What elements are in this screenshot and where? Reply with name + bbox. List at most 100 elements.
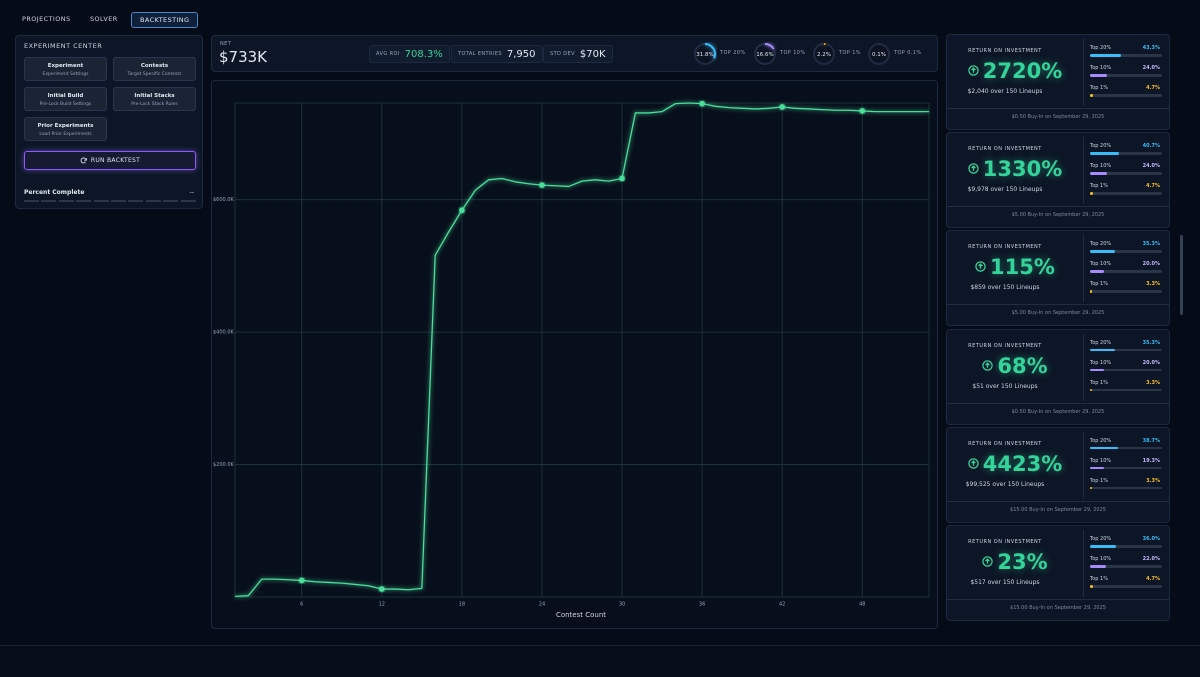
bar-label: Top 1% — [1090, 85, 1108, 91]
progress-segment — [180, 200, 196, 202]
roi-card[interactable]: RETURN ON INVESTMENT 2720% $2,040 over 150… — [946, 34, 1170, 130]
bar-fill — [1090, 545, 1116, 548]
ring-arc — [694, 43, 716, 65]
bar-value: 20.0% — [1142, 261, 1160, 268]
metric-label: AVG ROI — [376, 51, 400, 57]
bar-value: 43.3% — [1142, 45, 1160, 51]
settings-button[interactable]: Prior Experiments Load Prior Experiments — [24, 117, 107, 141]
divider — [1083, 333, 1084, 401]
point-marker — [859, 108, 866, 114]
roi-row: 4423% — [947, 452, 1083, 476]
bar-value: 38.7% — [1142, 437, 1160, 444]
footer-bar — [0, 645, 1200, 677]
divider — [947, 108, 1169, 109]
bar-fill — [1090, 172, 1108, 175]
bar-label: Top 1% — [1090, 477, 1108, 484]
card-summary: $99,525 over 150 Lineups — [965, 480, 1045, 488]
roi-card[interactable]: RETURN ON INVESTMENT 4423% $99,525 over 15… — [946, 426, 1170, 523]
bar-track — [1090, 94, 1162, 97]
x-axis-label: Contest Count — [556, 611, 606, 619]
point-marker — [779, 104, 785, 110]
ring: 16.6% — [754, 43, 776, 65]
progress-segment — [58, 200, 74, 202]
card-footer: $5.00 Buy-In on September 29, 2025 — [1011, 310, 1105, 317]
roi-card[interactable]: RETURN ON INVESTMENT 1330% $9,978 over 150… — [946, 132, 1170, 229]
x-tick-label: 24 — [539, 602, 545, 608]
net-label: NET — [220, 41, 232, 47]
bar-value: 35.3% — [1142, 241, 1160, 248]
nav-tab[interactable]: BACKTESTING — [131, 12, 199, 28]
divider — [1083, 235, 1084, 303]
x-tick-label: 30 — [619, 602, 625, 608]
metric-box: AVG ROI 708.3% — [369, 45, 450, 63]
chart-panel: Contest Count $200.0K $400.0K $600.0K 6 12 18… — [211, 80, 938, 629]
ring-arc — [868, 43, 890, 65]
card-summary: $2,040 over 150 Lineups — [967, 88, 1043, 95]
y-tick-label: $400.0K — [213, 330, 234, 336]
x-tick-label: 12 — [379, 602, 385, 608]
card-summary: $517 over 150 Lineups — [970, 579, 1040, 586]
bar-fill — [1090, 94, 1094, 97]
bar-track — [1090, 446, 1162, 450]
bar-label: Top 10% — [1090, 261, 1112, 268]
settings-button[interactable]: Initial Stacks Pre-Lock Stack Rules — [113, 87, 196, 111]
up-icon — [975, 261, 986, 273]
progress-segment — [93, 200, 109, 202]
bar-label: Top 20% — [1090, 536, 1112, 542]
bar-track — [1090, 270, 1162, 273]
card-summary: $51 over 150 Lineups — [972, 382, 1038, 390]
bar-track — [1090, 348, 1162, 352]
metric-box: TOTAL ENTRIES 7,950 — [451, 45, 543, 63]
bar-value: 4.7% — [1146, 576, 1160, 582]
settings-button[interactable]: Experiment Experiment Settings — [24, 57, 107, 81]
run-backtest-button[interactable]: RUN BACKTEST — [24, 151, 196, 170]
point-marker — [619, 175, 625, 182]
nav-tab[interactable]: PROJECTIONS — [22, 15, 71, 23]
settings-button[interactable]: Initial Build Pre-Lock Build Settings — [24, 87, 107, 111]
x-tick-label: 48 — [859, 602, 865, 608]
bar-label: Top 1% — [1090, 576, 1108, 582]
refresh-icon — [80, 157, 87, 164]
net-value: $733K — [219, 48, 268, 66]
up-icon — [968, 65, 979, 76]
nav-tab[interactable]: SOLVER — [90, 15, 118, 23]
point-marker — [379, 586, 385, 592]
x-tick-label: 42 — [779, 602, 785, 608]
ring-value: 2.2% — [817, 52, 831, 58]
divider — [947, 304, 1169, 306]
button-label: RUN BACKTEST — [90, 157, 141, 164]
bar-fill — [1090, 388, 1093, 392]
bar-track — [1090, 250, 1162, 253]
ring-value: 16.6% — [756, 52, 773, 58]
bar-value: 19.3% — [1142, 457, 1160, 464]
bar-track — [1090, 368, 1162, 372]
roi-card[interactable]: RETURN ON INVESTMENT 115% $859 over 150 Li… — [946, 230, 1170, 327]
roi-row: 68% — [947, 354, 1083, 378]
point-marker — [298, 577, 305, 584]
bar-label: Top 20% — [1090, 45, 1112, 51]
bar-label: Top 1% — [1090, 379, 1108, 386]
roi-value: 23% — [997, 550, 1048, 574]
roi-row: 2720% — [947, 59, 1083, 83]
card-label: RETURN ON INVESTMENT — [968, 48, 1042, 54]
card-label: RETURN ON INVESTMENT — [968, 146, 1042, 153]
ring: 0.1% — [868, 43, 890, 65]
point-marker — [699, 100, 705, 107]
button-title: Prior Experiments — [37, 123, 94, 129]
roi-card[interactable]: RETURN ON INVESTMENT 23% $517 over 150 Lin… — [946, 525, 1170, 621]
ring: 2.2% — [813, 43, 835, 65]
bar-track — [1090, 152, 1162, 155]
divider — [1083, 530, 1084, 597]
experiment-center: EXPERIMENT CENTER RUN BACKTEST Percent C… — [15, 35, 203, 209]
bar-track — [1090, 565, 1162, 568]
card-footer: $0.50 Buy-In on September 29, 2025 — [1011, 114, 1105, 120]
settings-button[interactable]: Contests Target Specific Contests — [113, 57, 196, 81]
card-summary: $9,978 over 150 Lineups — [967, 186, 1043, 194]
bar-fill — [1090, 486, 1093, 490]
roi-card[interactable]: RETURN ON INVESTMENT 68% $51 over 150 Line… — [946, 328, 1170, 425]
bar-track — [1090, 466, 1162, 470]
bar-fill — [1090, 585, 1094, 588]
roi-row: 23% — [947, 550, 1083, 574]
roi-value: 68% — [997, 353, 1048, 378]
progress-segment — [163, 200, 179, 202]
